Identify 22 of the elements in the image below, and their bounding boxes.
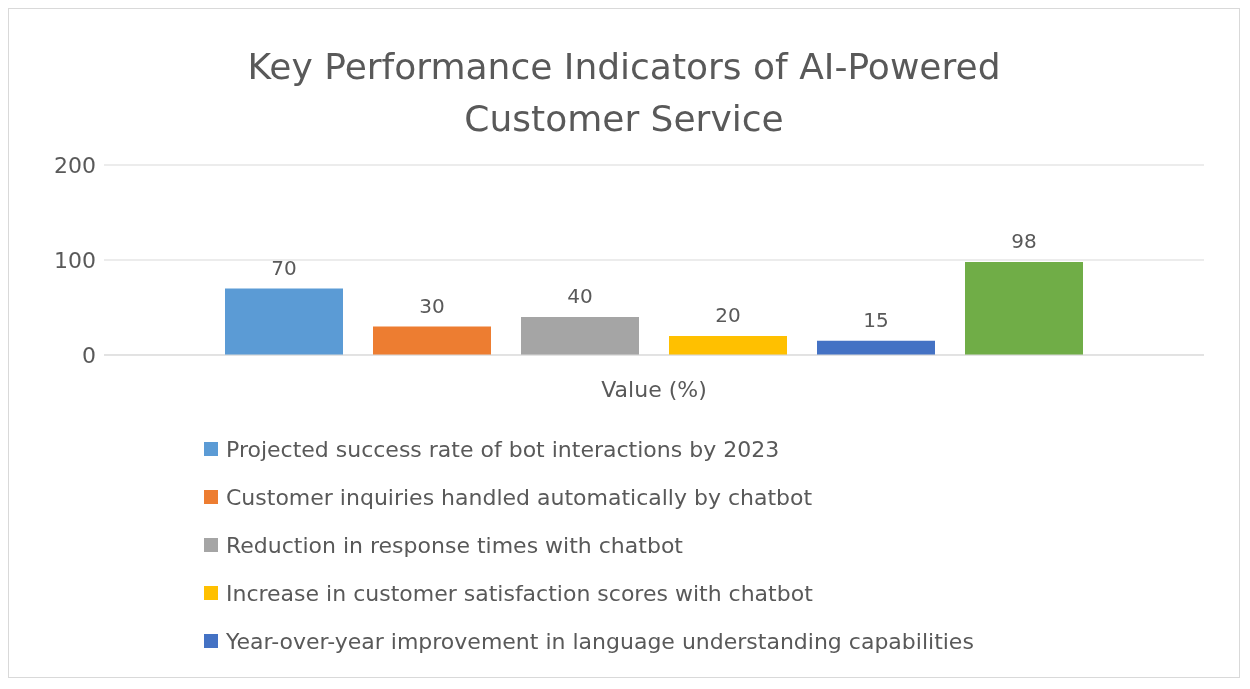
legend-label: Year-over-year improvement in language understanding capabilities [226, 628, 974, 654]
bar [521, 317, 639, 355]
bar [669, 336, 787, 355]
data-label: 15 [863, 307, 889, 332]
bar [373, 326, 491, 355]
x-tick-label: Value (%) [601, 376, 707, 402]
bar [817, 340, 935, 355]
legend-label: Customer inquiries handled automatically by chatbot [226, 484, 813, 510]
legend-label: Increase in customer satisfaction scores with chatbot [226, 580, 813, 606]
y-tick-label: 200 [54, 152, 96, 178]
legend-label: Reduction in response times with chatbot [226, 532, 683, 558]
y-tick-label: 100 [54, 247, 96, 273]
data-label: 70 [271, 255, 297, 280]
y-tick-label: 0 [82, 342, 96, 368]
data-label: 98 [1011, 228, 1037, 253]
data-label: 30 [419, 293, 445, 318]
data-label: 40 [567, 284, 593, 308]
bar [225, 288, 343, 355]
bar [965, 261, 1083, 355]
chart-title: Key Performance Indicators of AI-Powered Customer Service [246, 45, 1002, 141]
legend-label: Projected success rate of bot interactions by 2023 [226, 436, 780, 462]
data-label: 20 [715, 303, 741, 327]
